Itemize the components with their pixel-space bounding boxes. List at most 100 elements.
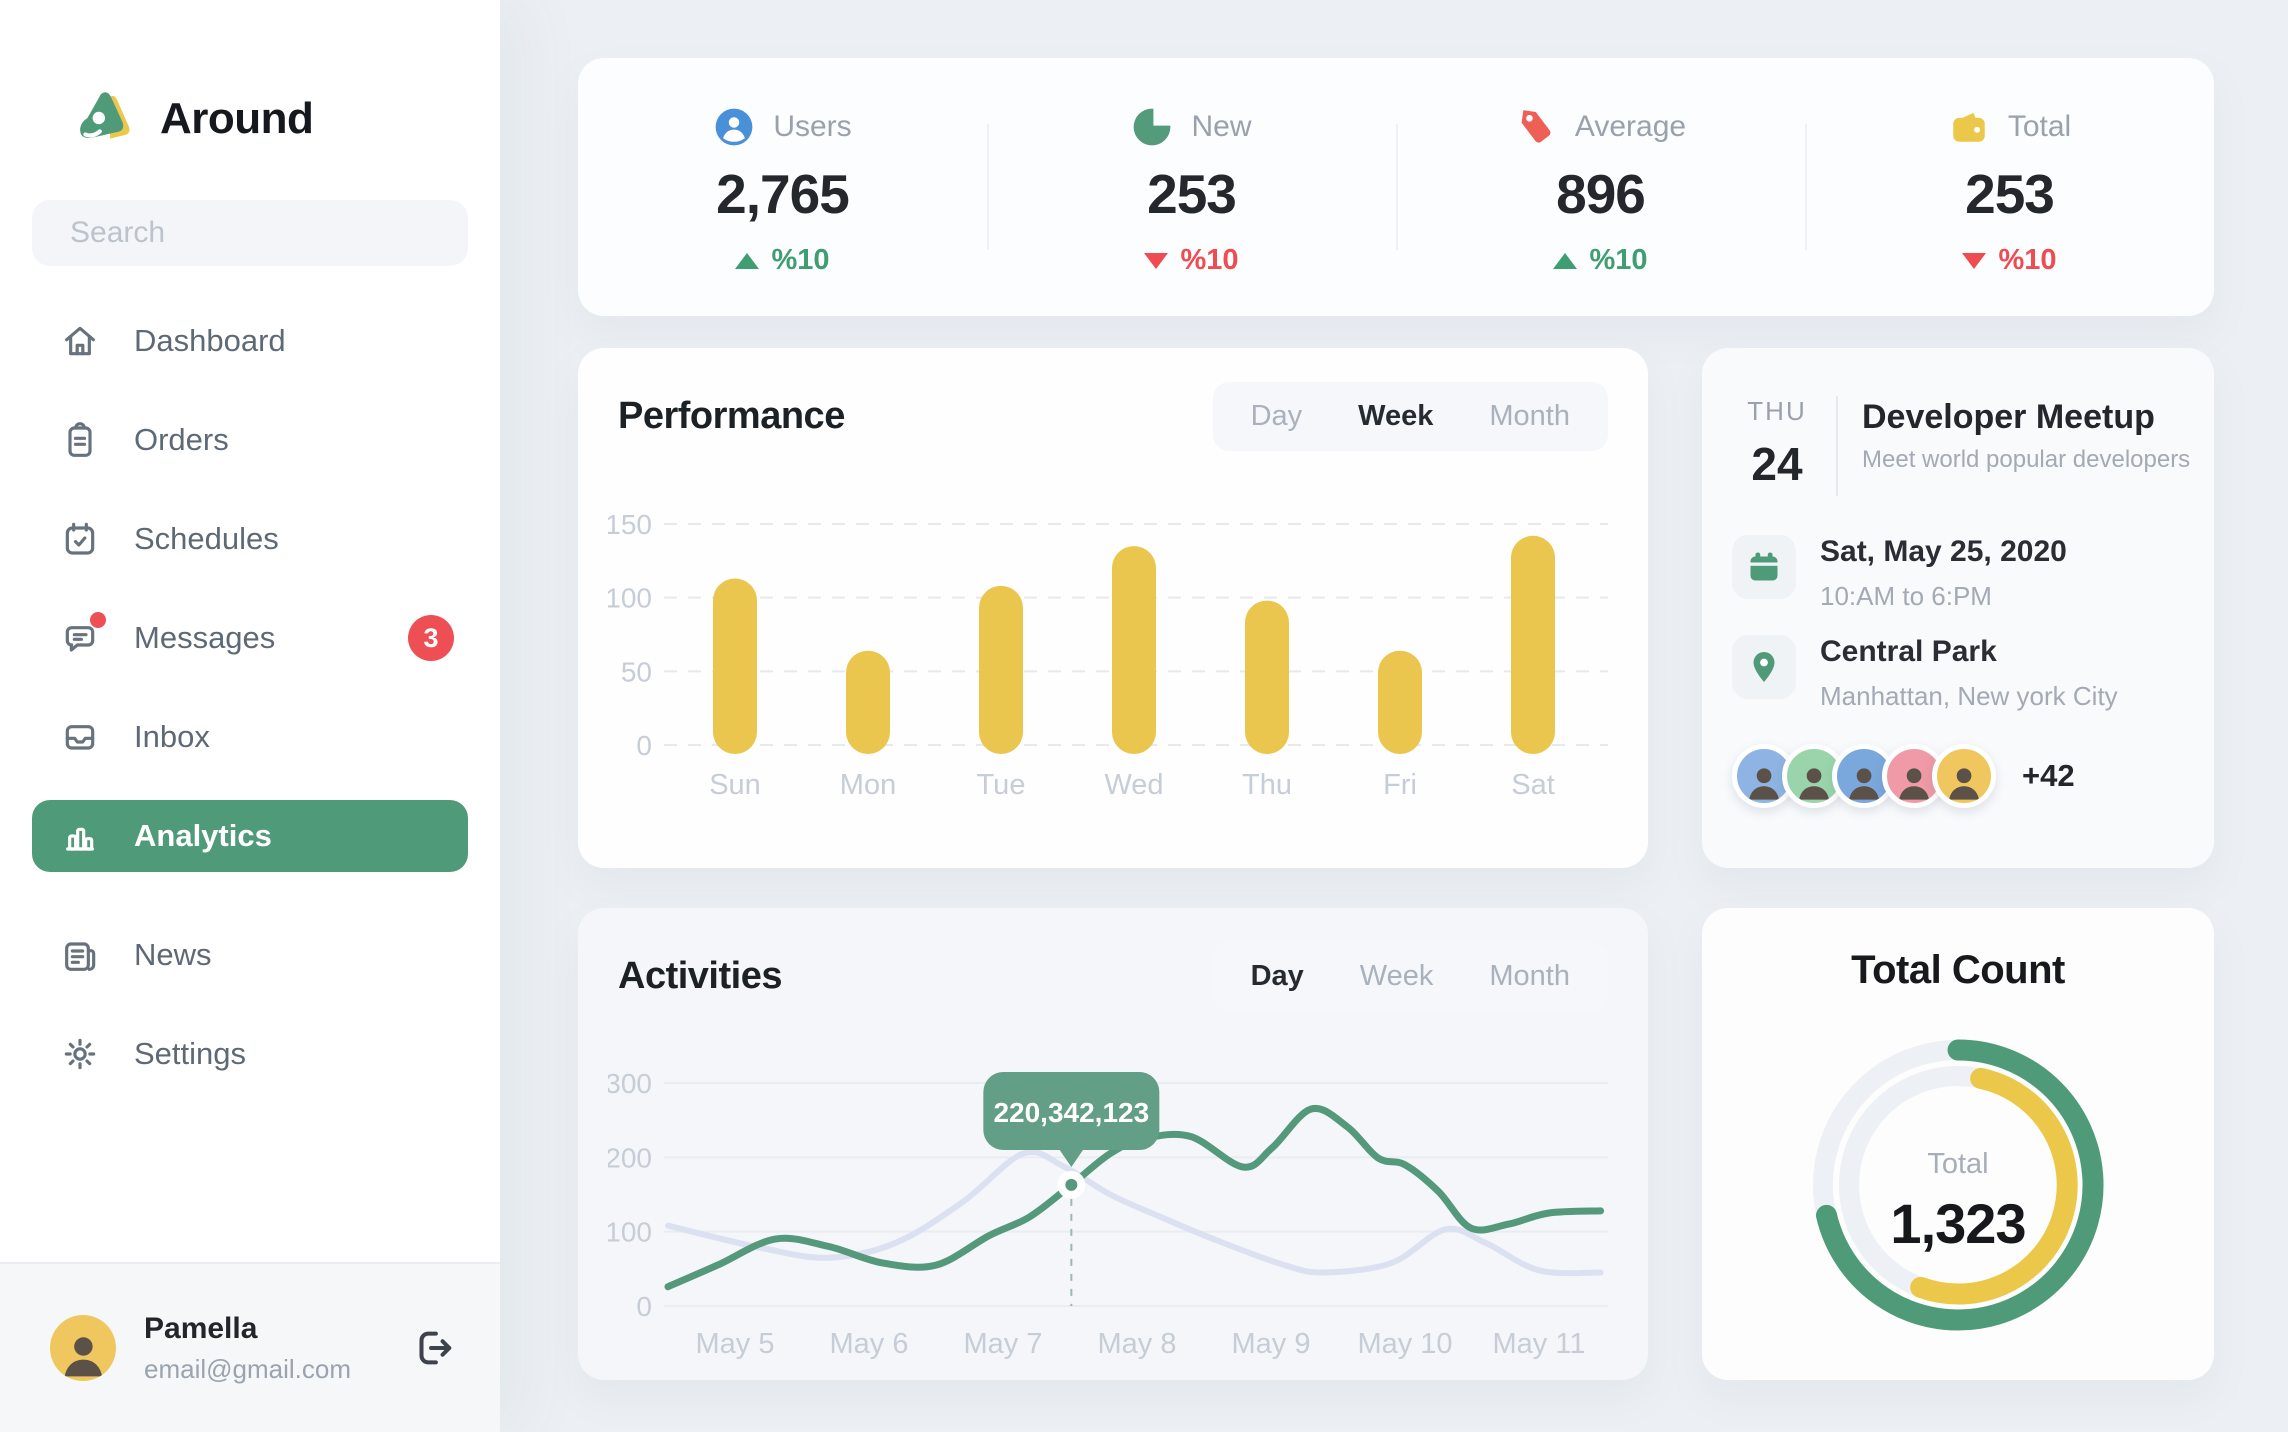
activities-line-chart: 300 200 100 0 May 5 May 6 May 7 May 8 May 9 May 1… bbox=[608, 1068, 1608, 1360]
tab-month[interactable]: Month bbox=[1489, 400, 1570, 432]
stat-delta: %10 bbox=[1553, 244, 1648, 277]
svg-text:300: 300 bbox=[608, 1068, 652, 1099]
location-pin-icon bbox=[1732, 635, 1796, 699]
sidebar-item-label: Messages bbox=[134, 620, 276, 655]
logout-button[interactable] bbox=[410, 1325, 456, 1371]
schedules-icon bbox=[60, 519, 100, 559]
svg-text:Sat: Sat bbox=[1511, 769, 1555, 801]
sidebar-item-label: Orders bbox=[134, 422, 229, 457]
stat-total: Total 253 %10 bbox=[1805, 58, 2214, 316]
news-icon bbox=[60, 935, 100, 975]
meetup-weekday: THU bbox=[1747, 396, 1807, 426]
meetup-time: 10:AM to 6:PM bbox=[1820, 581, 1992, 611]
svg-text:100: 100 bbox=[608, 1217, 652, 1248]
wallet-icon bbox=[1953, 112, 1985, 142]
svg-text:Thu: Thu bbox=[1242, 769, 1292, 801]
profile-email: email@gmail.com bbox=[144, 1353, 351, 1384]
svg-text:May 8: May 8 bbox=[1098, 1328, 1177, 1360]
tab-month[interactable]: Month bbox=[1489, 960, 1570, 992]
home-icon bbox=[60, 321, 100, 361]
notification-dot-icon bbox=[90, 612, 106, 628]
inbox-icon bbox=[60, 717, 100, 757]
pie-icon bbox=[1134, 107, 1173, 146]
meetup-title: Developer Meetup bbox=[1862, 398, 2155, 436]
svg-text:May 9: May 9 bbox=[1232, 1328, 1311, 1360]
divider bbox=[1836, 396, 1838, 496]
messages-icon bbox=[60, 612, 106, 658]
sidebar-item-news[interactable]: News bbox=[32, 919, 468, 991]
activities-card: Activities Day Week Month 300 200 100 0 May 5 M… bbox=[578, 908, 1648, 1380]
stats-card: Users 2,765 %10 New 253 %10 Average 896 %10 Total… bbox=[578, 58, 2214, 316]
profile-text: Pamella email@gmail.com bbox=[144, 1312, 351, 1385]
svg-text:May 7: May 7 bbox=[964, 1328, 1043, 1360]
activities-title: Activities bbox=[618, 955, 782, 997]
stat-new: New 253 %10 bbox=[987, 58, 1396, 316]
arrow-up-icon bbox=[735, 252, 760, 269]
attendee-avatar bbox=[1932, 744, 1996, 808]
performance-card: Performance Day Week Month 150 100 50 0 Sun Mon… bbox=[578, 348, 1648, 868]
sidebar-item-dashboard[interactable]: Dashboard bbox=[32, 305, 468, 377]
svg-text:0: 0 bbox=[636, 1291, 652, 1322]
search-box bbox=[32, 200, 468, 266]
svg-text:200: 200 bbox=[608, 1142, 652, 1173]
meetup-day-number: 24 bbox=[1751, 438, 1803, 490]
stat-value: 253 bbox=[1965, 163, 2055, 225]
sidebar-item-orders[interactable]: Orders bbox=[32, 404, 468, 476]
tab-day[interactable]: Day bbox=[1250, 960, 1304, 992]
messages-badge: 3 bbox=[408, 615, 454, 661]
activities-range-tabs: Day Week Month bbox=[1212, 942, 1608, 1011]
tag-icon bbox=[1521, 110, 1551, 143]
sidebar-item-label: Analytics bbox=[134, 818, 272, 853]
sidebar-item-label: Inbox bbox=[134, 719, 210, 754]
performance-bar-chart: 150 100 50 0 Sun Mon Tue Wed Thu Fri Sat bbox=[608, 509, 1608, 801]
tab-week[interactable]: Week bbox=[1359, 960, 1434, 992]
svg-text:50: 50 bbox=[621, 656, 652, 687]
svg-text:Sun: Sun bbox=[709, 769, 761, 801]
analytics-icon bbox=[60, 816, 100, 856]
svg-text:May 5: May 5 bbox=[696, 1328, 775, 1360]
orders-icon bbox=[60, 420, 100, 460]
search-input[interactable] bbox=[70, 216, 456, 250]
settings-icon bbox=[60, 1034, 100, 1074]
attendee-avatar bbox=[1782, 744, 1846, 808]
sidebar-item-analytics[interactable]: Analytics bbox=[32, 800, 468, 872]
svg-text:Tue: Tue bbox=[977, 769, 1026, 801]
meetup-date-row: Sat, May 25, 2020 10:AM to 6:PM bbox=[1732, 535, 2067, 612]
sidebar-item-schedules[interactable]: Schedules bbox=[32, 503, 468, 575]
meetup-date: Sat, May 25, 2020 bbox=[1820, 535, 2067, 568]
stat-value: 2,765 bbox=[716, 163, 850, 225]
donut-center-label: Total bbox=[1927, 1148, 1989, 1180]
meetup-subtitle: Meet world popular developers bbox=[1862, 446, 2191, 473]
svg-text:May 10: May 10 bbox=[1357, 1328, 1452, 1360]
total-count-card: Total Count Total 1,323 bbox=[1702, 908, 2214, 1380]
around-logo-icon bbox=[80, 92, 130, 139]
meetup-address: Manhattan, New york City bbox=[1820, 681, 2118, 711]
svg-text:100: 100 bbox=[608, 583, 652, 614]
person-silhouette-icon bbox=[64, 1337, 102, 1377]
stat-value: 253 bbox=[1147, 163, 1237, 225]
tab-week[interactable]: Week bbox=[1358, 400, 1434, 432]
performance-range-tabs: Day Week Month bbox=[1212, 382, 1608, 451]
sidebar-item-messages[interactable]: Messages 3 bbox=[32, 602, 468, 674]
calendar-icon bbox=[1732, 535, 1796, 599]
stat-label: Total bbox=[2007, 110, 2072, 143]
chart-tooltip: 220,342,123 bbox=[983, 1072, 1160, 1306]
attendee-avatars: +42 bbox=[1732, 743, 2075, 809]
stat-label: Users bbox=[773, 110, 852, 143]
arrow-down-icon bbox=[1962, 252, 1987, 269]
stat-label: Average bbox=[1574, 110, 1687, 143]
stat-delta: %10 bbox=[1962, 244, 2057, 277]
stat-users: Users 2,765 %10 bbox=[578, 58, 987, 316]
tab-day[interactable]: Day bbox=[1250, 400, 1303, 432]
profile-section: Pamella email@gmail.com bbox=[0, 1262, 500, 1432]
stat-delta: %10 bbox=[735, 244, 830, 277]
donut-center: Total 1,323 bbox=[1702, 1148, 2214, 1256]
sidebar-item-settings[interactable]: Settings bbox=[32, 1018, 468, 1090]
svg-text:May 11: May 11 bbox=[1493, 1328, 1586, 1360]
avatar bbox=[50, 1315, 116, 1381]
svg-text:220,342,123: 220,342,123 bbox=[993, 1097, 1149, 1128]
sidebar-item-inbox[interactable]: Inbox bbox=[32, 701, 468, 773]
svg-text:Mon: Mon bbox=[840, 769, 896, 801]
meetup-card: THU 24 Developer Meetup Meet world popul… bbox=[1702, 348, 2214, 868]
